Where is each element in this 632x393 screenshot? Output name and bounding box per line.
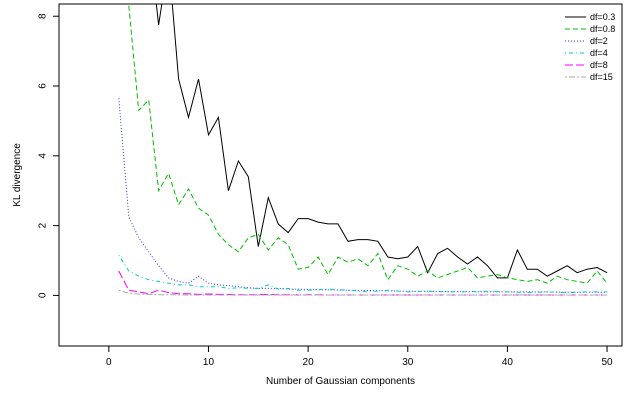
x-axis-label: Number of Gaussian components bbox=[266, 376, 415, 387]
x-tick-label: 40 bbox=[502, 357, 514, 368]
y-tick-label: 0 bbox=[38, 292, 49, 298]
x-tick-label: 10 bbox=[203, 357, 215, 368]
x-tick-label: 30 bbox=[402, 357, 414, 368]
legend-label: df=0.8 bbox=[590, 24, 615, 34]
series-lines bbox=[118, 4, 608, 296]
x-tick-label: 0 bbox=[106, 357, 112, 368]
legend-label: df=4 bbox=[590, 48, 608, 58]
y-tick-label: 8 bbox=[38, 13, 49, 19]
y-tick-label: 6 bbox=[38, 83, 49, 89]
legend-label: df=15 bbox=[590, 72, 613, 82]
plot-frame bbox=[58, 3, 623, 347]
legend-label: df=2 bbox=[590, 36, 608, 46]
legend-label: df=0.3 bbox=[590, 12, 615, 22]
series-line-df-15 bbox=[118, 289, 608, 296]
y-axis-label: KL divergence bbox=[12, 143, 23, 207]
legend: df=0.3 df=0.8 df=2 df=4 df=8 df=15 bbox=[565, 12, 615, 82]
x-tick-label: 20 bbox=[303, 357, 315, 368]
axes: 0 10 20 30 40 50 0 2 4 6 8 Number of Gaussian compo… bbox=[12, 3, 623, 387]
legend-label: df=8 bbox=[590, 60, 608, 70]
x-tick-label: 50 bbox=[601, 357, 613, 368]
series-line-df-0-3 bbox=[155, 4, 608, 279]
y-tick-label: 4 bbox=[38, 153, 49, 159]
y-tick-label: 2 bbox=[38, 222, 49, 228]
series-line-df-0-8 bbox=[128, 5, 608, 284]
series-line-df-4 bbox=[118, 255, 608, 294]
